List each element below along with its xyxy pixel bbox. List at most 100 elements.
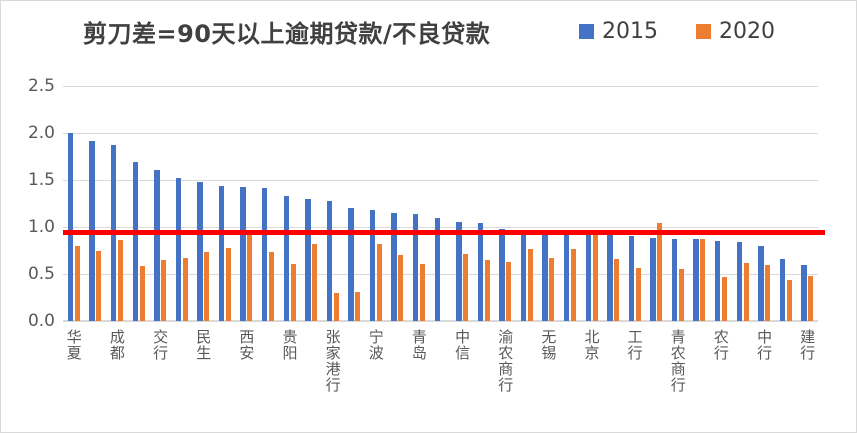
bar-2015-cat24: [563, 234, 570, 321]
x-axis-label-中信: 中信: [453, 329, 472, 361]
legend-item-2015: 2015: [579, 19, 658, 44]
bar-2015-cat8: [218, 185, 225, 321]
bar-2020-cat14: [355, 291, 361, 321]
bar-2020-cat30: [700, 239, 706, 321]
bar-2015-贵阳: [283, 195, 289, 321]
chart-title: 剪刀差=90天以上逾期贷款/不良贷款: [83, 20, 491, 48]
bar-2015-北京: [585, 234, 591, 321]
bar-2015-华夏: [67, 133, 74, 321]
bar-2020-cat6: [182, 258, 188, 321]
bar-2015-cat16: [391, 212, 397, 321]
bar-2020-cat4: [139, 265, 145, 321]
bar-2015-交行: [154, 169, 160, 321]
bar-2015-cat34: [779, 258, 786, 321]
bar-2015-cat6: [175, 178, 182, 321]
bar-2015-cat12: [305, 198, 311, 321]
x-axis-label-张家港行: 张家港行: [323, 329, 342, 393]
bar-2015-青岛: [412, 213, 419, 321]
bar-2015-cat30: [693, 239, 699, 321]
bar-2015-中信: [456, 222, 462, 321]
bar-2020-青岛: [419, 263, 425, 321]
y-axis-tick-label: 2.5: [27, 76, 55, 96]
gridline: [63, 132, 818, 134]
bar-2020-西安: [247, 235, 253, 321]
bar-2020-成都: [117, 240, 123, 321]
bar-2020-民生: [204, 252, 210, 321]
bar-2020-cat16: [398, 255, 404, 321]
bar-2015-cat4: [132, 162, 138, 321]
x-axis-label-成都: 成都: [107, 329, 126, 361]
bar-2015-西安: [240, 186, 246, 321]
x-axis-label-交行: 交行: [151, 329, 170, 361]
x-axis-label-宁波: 宁波: [366, 329, 385, 361]
bar-2015-cat22: [520, 233, 527, 321]
bar-2015-宁波: [369, 210, 376, 321]
bar-2020-中行: [765, 264, 771, 321]
bar-2015-cat32: [736, 242, 742, 321]
bar-2015-渝农商行: [499, 228, 505, 321]
y-axis-tick-label: 1.0: [27, 217, 55, 237]
legend: 2015 2020: [579, 19, 775, 44]
bar-2020-cat32: [743, 262, 749, 321]
bar-2020-cat26: [614, 258, 620, 321]
bar-2020-cat2: [96, 251, 102, 321]
legend-label-2015: 2015: [602, 19, 658, 44]
x-axis-label-西安: 西安: [237, 329, 256, 361]
bar-2020-无锡: [549, 258, 555, 321]
gridline: [63, 179, 818, 181]
bar-2020-cat34: [786, 279, 792, 321]
bar-2015-cat28: [650, 238, 656, 321]
x-axis-label-贵阳: 贵阳: [280, 329, 299, 361]
bar-2015-中行: [758, 245, 764, 321]
y-axis-tick-label: 0.5: [27, 264, 55, 284]
bar-2020-cat28: [657, 223, 663, 321]
x-axis-label-华夏: 华夏: [64, 329, 83, 361]
x-axis-label-民生: 民生: [194, 329, 213, 361]
bar-2020-cat24: [570, 248, 576, 321]
y-axis-tick-label: 0.0: [27, 311, 55, 331]
reference-line: [63, 230, 825, 236]
bar-2015-农行: [714, 241, 721, 321]
x-axis-label-渝农商行: 渝农商行: [496, 329, 515, 393]
bar-2015-cat10: [261, 187, 268, 321]
gridline: [63, 226, 818, 228]
bar-2020-渝农商行: [506, 261, 512, 321]
x-axis-label-农行: 农行: [711, 329, 730, 361]
bar-2020-贵阳: [290, 263, 296, 321]
legend-swatch-2015-icon: [579, 24, 594, 39]
x-axis-line: [63, 320, 818, 322]
x-axis-label-北京: 北京: [582, 329, 601, 361]
bar-2015-建行: [801, 264, 807, 321]
bar-2020-cat20: [484, 259, 490, 321]
x-axis-label-无锡: 无锡: [539, 329, 558, 361]
x-axis-label-工行: 工行: [625, 329, 644, 361]
legend-swatch-2020-icon: [696, 24, 711, 39]
bar-2020-cat10: [268, 252, 274, 321]
y-axis-tick-label: 2.0: [27, 123, 55, 143]
gridline: [63, 85, 818, 87]
bar-2015-青农商行: [671, 239, 678, 321]
bar-2015-工行: [628, 236, 635, 321]
gridline: [63, 273, 818, 275]
x-axis-label-青岛: 青岛: [409, 329, 428, 361]
bar-2015-张家港行: [326, 200, 333, 321]
bar-2015-民生: [197, 181, 203, 321]
bar-2020-中信: [463, 254, 469, 321]
bar-2015-cat20: [477, 223, 484, 321]
bar-2020-农行: [721, 276, 727, 321]
bar-2020-建行: [808, 275, 814, 321]
bar-2020-cat8: [225, 247, 231, 321]
legend-label-2020: 2020: [719, 19, 775, 44]
bar-2020-工行: [635, 268, 641, 321]
bar-2020-华夏: [74, 245, 80, 321]
x-axis-label-青农商行: 青农商行: [668, 329, 687, 393]
bar-2020-张家港行: [333, 292, 339, 321]
bar-2020-青农商行: [678, 269, 684, 321]
bar-2020-北京: [592, 234, 598, 321]
bar-2015-cat18: [434, 217, 440, 321]
bar-2020-宁波: [376, 243, 382, 321]
bar-2015-无锡: [542, 234, 548, 321]
bar-2015-cat14: [348, 208, 354, 321]
x-axis-label-建行: 建行: [798, 329, 817, 361]
